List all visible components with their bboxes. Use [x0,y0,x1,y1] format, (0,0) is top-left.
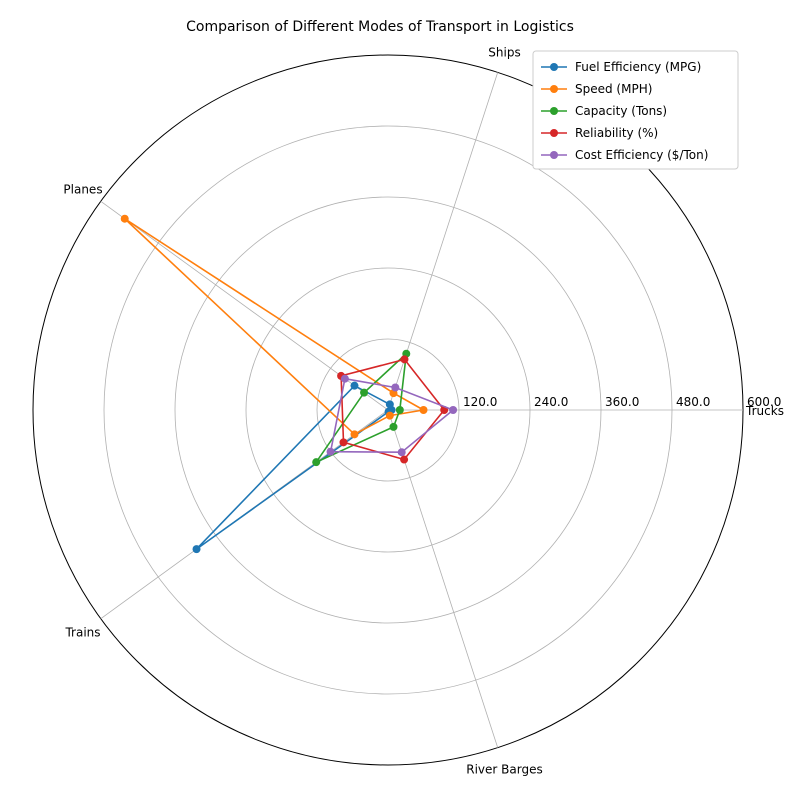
data-point [350,381,359,390]
legend-item-speed-mph: Speed (MPH) [541,82,652,96]
data-point [340,374,349,383]
chart-title: Comparison of Different Modes of Transpo… [186,19,574,35]
legend-item-reliability: Reliability (%) [541,126,658,140]
radial-tick-label: 240.0 [534,395,568,409]
data-point [339,438,348,447]
axis-labels: Trucks Ships Planes Trains River Barges [63,45,784,776]
data-point [400,355,409,364]
legend-swatch-marker [550,129,558,137]
data-point [391,383,400,392]
data-point [326,447,335,456]
legend-swatch-marker [550,151,558,159]
data-point [389,422,398,431]
legend-item-fuel-efficiency-mpg: Fuel Efficiency (MPG) [541,60,701,74]
legend: Fuel Efficiency (MPG) Speed (MPH) Capacity… [532,50,739,170]
data-point [350,430,359,439]
data-point [385,400,394,409]
data-point [397,448,406,457]
radial-tick-label: 600.0 [747,395,781,409]
series-speed-mph [120,214,428,439]
data-point [400,455,409,464]
radial-tick-label: 480.0 [676,395,710,409]
data-point [312,458,321,467]
legend-swatch-marker [550,63,558,71]
radial-tick-label: 360.0 [605,395,639,409]
legend-label: Speed (MPH) [575,82,652,96]
legend-label: Capacity (Tons) [575,104,667,118]
series-reliability [337,355,449,464]
spoke-line [387,409,499,748]
category-label-planes: Planes [63,182,102,196]
data-point [360,388,369,397]
data-point [395,406,404,414]
data-point [419,406,428,414]
legend-label: Fuel Efficiency (MPG) [575,60,701,74]
series-layer [120,214,458,554]
legend-swatch-marker [550,85,558,93]
data-point [385,411,394,420]
category-label-ships: Ships [488,45,520,59]
series-line [340,358,446,461]
data-point [120,214,129,223]
legend-label: Reliability (%) [575,126,658,140]
legend-label: Cost Efficiency ($/Ton) [575,148,708,162]
series-line [195,384,393,550]
radial-tick-labels: 120.0 240.0 360.0 480.0 600.0 [463,395,781,409]
category-label-river-barges: River Barges [466,763,542,777]
legend-swatch-marker [550,107,558,115]
series-fuel-efficiency-mpg [192,381,396,554]
category-label-trucks: Trucks [745,404,784,418]
series-cost-efficiency-ton [326,374,458,457]
radial-tick-label: 120.0 [463,395,497,409]
legend-frame [532,50,739,170]
data-point [449,406,458,414]
category-label-trains: Trains [64,626,100,640]
series-line [124,218,426,436]
legend-item-capacity-tons: Capacity (Tons) [541,104,667,118]
series-line [329,377,455,454]
data-point [192,545,201,554]
legend-item-cost-efficiency-ton: Cost Efficiency ($/Ton) [541,148,708,162]
